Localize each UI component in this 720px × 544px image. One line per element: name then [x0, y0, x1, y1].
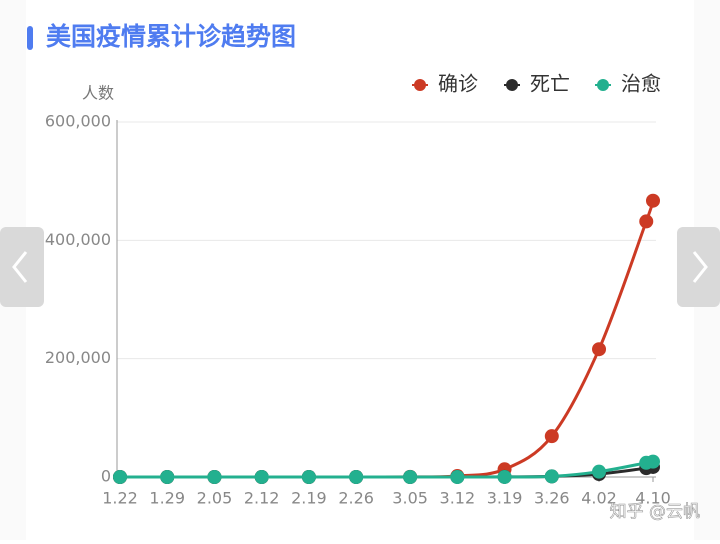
data-point — [403, 469, 418, 484]
data-point — [646, 454, 660, 469]
card — [26, 0, 694, 540]
next-button[interactable] — [677, 227, 720, 307]
legend-label: 死亡 — [530, 72, 570, 96]
x-tick-label: 2.26 — [338, 489, 374, 508]
title-marker — [27, 26, 33, 50]
y-tick-label: 400,000 — [45, 230, 111, 249]
x-tick-label: 3.19 — [487, 489, 523, 508]
legend-item: 确诊 — [412, 72, 478, 96]
legend-item: 治愈 — [595, 72, 661, 96]
x-tick-label: 1.22 — [102, 489, 138, 508]
data-point — [544, 469, 559, 484]
x-tick-label: 2.05 — [197, 489, 233, 508]
legend-marker — [506, 79, 518, 91]
prev-button[interactable] — [0, 227, 44, 307]
y-tick-label: 200,000 — [45, 348, 111, 367]
x-tick-label: 3.05 — [392, 489, 428, 508]
data-point — [592, 342, 607, 357]
prev-arrow — [12, 251, 28, 283]
y-tick-label: 600,000 — [45, 112, 111, 131]
next-arrow — [692, 251, 708, 283]
x-tick-label: 1.29 — [149, 489, 185, 508]
legend-label: 确诊 — [438, 72, 478, 96]
x-tick-label: 4.10 — [635, 489, 671, 508]
data-point — [544, 429, 559, 444]
data-point — [349, 469, 364, 484]
watermark: 知乎 @云帆 — [610, 502, 700, 522]
data-point — [207, 470, 222, 484]
data-point — [450, 469, 465, 484]
x-tick-label: 4.02 — [581, 489, 617, 508]
x-tick-label: 2.19 — [291, 489, 327, 508]
x-tick-label: 2.12 — [244, 489, 280, 508]
data-point — [160, 470, 175, 484]
x-tick-label: 3.26 — [534, 489, 570, 508]
y-tick-label: 0 — [101, 467, 111, 486]
x-tick-label: 3.12 — [440, 489, 476, 508]
legend-marker — [597, 79, 609, 91]
data-point — [113, 470, 127, 484]
legend-label: 治愈 — [621, 72, 661, 96]
data-point — [301, 469, 316, 484]
chart-title: 美国疫情累计诊趋势图 — [46, 22, 296, 51]
data-point — [639, 214, 654, 229]
legend-marker — [414, 79, 426, 91]
plot: 0 200,000 400,000 600,000 1.22 1.29 2.05 2.12 2.… — [45, 112, 671, 508]
data-point — [592, 464, 607, 479]
y-axis-label: 人数 — [82, 84, 114, 103]
legend-item: 死亡 — [504, 72, 570, 96]
data-point — [497, 469, 512, 484]
data-point — [254, 469, 269, 484]
data-point — [646, 193, 660, 208]
